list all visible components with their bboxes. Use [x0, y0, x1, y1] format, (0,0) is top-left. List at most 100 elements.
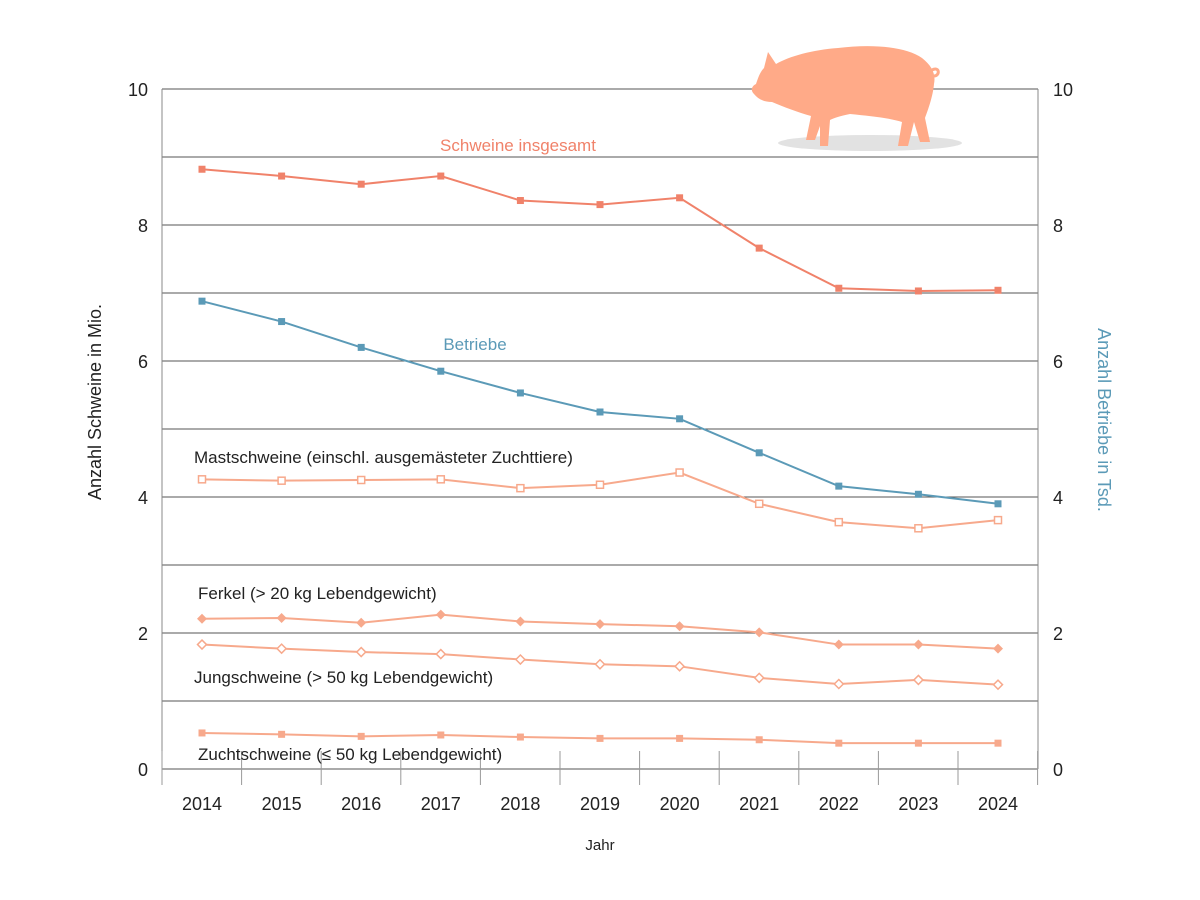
- data-point: [437, 172, 445, 180]
- series-label: Schweine insgesamt: [440, 136, 596, 155]
- series-label: Ferkel (> 20 kg Lebendgewicht): [198, 584, 437, 603]
- data-point: [674, 621, 685, 632]
- data-point: [437, 367, 445, 375]
- gridlines: [162, 88, 1038, 770]
- data-point: [676, 734, 684, 742]
- data-point: [994, 739, 1002, 747]
- data-point: [355, 646, 367, 658]
- data-point: [278, 730, 286, 738]
- pig-body: [751, 46, 935, 146]
- y-tick-label-left: 0: [138, 760, 148, 780]
- data-point: [197, 475, 207, 484]
- data-point: [675, 468, 684, 477]
- data-point: [994, 286, 1002, 294]
- series-label: Zuchtschweine (≤ 50 kg Lebendgewicht): [198, 745, 502, 764]
- data-point: [914, 524, 923, 533]
- series-label: Betriebe: [443, 335, 506, 354]
- data-point: [436, 475, 446, 484]
- data-point: [516, 389, 524, 397]
- data-point: [435, 648, 447, 660]
- data-point: [198, 729, 206, 737]
- axes: 0 2 4 6 8 10 0 2 4 6 8 10 2014 2015 2016 2017 2018 2019 20…: [85, 80, 1114, 854]
- x-tick-label: 2020: [660, 794, 700, 814]
- y-tick-label-right: 0: [1053, 760, 1063, 780]
- data-point: [516, 197, 524, 205]
- series: [196, 165, 1004, 747]
- series-line: [201, 300, 999, 505]
- y-axis-title-right: Anzahl Betriebe in Tsd.: [1094, 328, 1114, 512]
- y-tick-label-left: 6: [138, 352, 148, 372]
- y-tick-label-right: 2: [1053, 624, 1063, 644]
- y-tick-label-right: 6: [1053, 352, 1063, 372]
- data-point: [914, 739, 922, 747]
- data-point: [278, 172, 286, 180]
- x-tick-label: 2021: [739, 794, 779, 814]
- data-point: [276, 643, 288, 655]
- data-point: [754, 627, 765, 638]
- x-tick-label: 2019: [580, 794, 620, 814]
- data-point: [198, 297, 206, 305]
- data-point: [596, 408, 604, 416]
- y-tick-label-right: 10: [1053, 80, 1073, 100]
- data-point: [992, 679, 1004, 691]
- data-point: [755, 449, 763, 457]
- data-point: [594, 658, 606, 670]
- data-point: [676, 194, 684, 202]
- x-tick-label: 2024: [978, 794, 1018, 814]
- data-point: [276, 613, 287, 624]
- pig-tail: [931, 67, 940, 78]
- data-point: [595, 619, 605, 630]
- data-point: [993, 515, 1003, 525]
- data-point: [914, 490, 922, 498]
- y-tick-label-left: 8: [138, 216, 148, 236]
- series-line: [201, 168, 999, 292]
- data-point: [755, 244, 763, 252]
- data-point: [833, 639, 844, 650]
- pig-icon: [751, 46, 962, 151]
- x-axis-title: Jahr: [585, 837, 614, 854]
- data-point: [676, 415, 684, 423]
- data-point: [515, 616, 526, 627]
- data-point: [197, 613, 207, 624]
- data-point: [435, 609, 446, 620]
- data-point: [196, 638, 208, 651]
- data-point: [912, 674, 924, 686]
- x-tick-label: 2018: [500, 794, 540, 814]
- series-labels: Schweine insgesamt Betriebe Mastschweine (…: [194, 136, 596, 764]
- data-point: [914, 287, 922, 295]
- x-tick-label: 2022: [819, 794, 859, 814]
- data-point: [753, 672, 765, 684]
- data-point: [514, 653, 526, 666]
- data-point: [277, 476, 286, 485]
- data-point: [278, 318, 286, 326]
- data-point: [994, 500, 1002, 508]
- data-point: [357, 343, 365, 351]
- data-point: [516, 483, 525, 493]
- data-point: [356, 475, 366, 485]
- data-point: [198, 165, 206, 173]
- x-tick-label: 2023: [898, 794, 938, 814]
- y-axis-title-left: Anzahl Schweine in Mio.: [85, 304, 105, 500]
- data-point: [993, 643, 1003, 654]
- data-point: [755, 736, 763, 744]
- data-point: [754, 499, 764, 509]
- data-point: [835, 284, 843, 292]
- series-label: Mastschweine (einschl. ausgemästeter Zuc…: [194, 448, 573, 467]
- y-tick-label-right: 8: [1053, 216, 1063, 236]
- data-point: [595, 480, 605, 490]
- pig-shadow: [778, 135, 962, 151]
- x-tick-label: 2015: [262, 794, 302, 814]
- y-tick-label-left: 2: [138, 624, 148, 644]
- y-tick-label-left: 4: [138, 488, 148, 508]
- data-point: [516, 733, 524, 741]
- data-point: [834, 517, 844, 527]
- x-tick-label: 2017: [421, 794, 461, 814]
- x-tick-label: 2014: [182, 794, 222, 814]
- data-point: [357, 180, 365, 188]
- data-point: [913, 639, 924, 650]
- x-tick-label: 2016: [341, 794, 381, 814]
- data-point: [596, 201, 604, 209]
- data-point: [835, 739, 843, 747]
- y-tick-label-left: 10: [128, 80, 148, 100]
